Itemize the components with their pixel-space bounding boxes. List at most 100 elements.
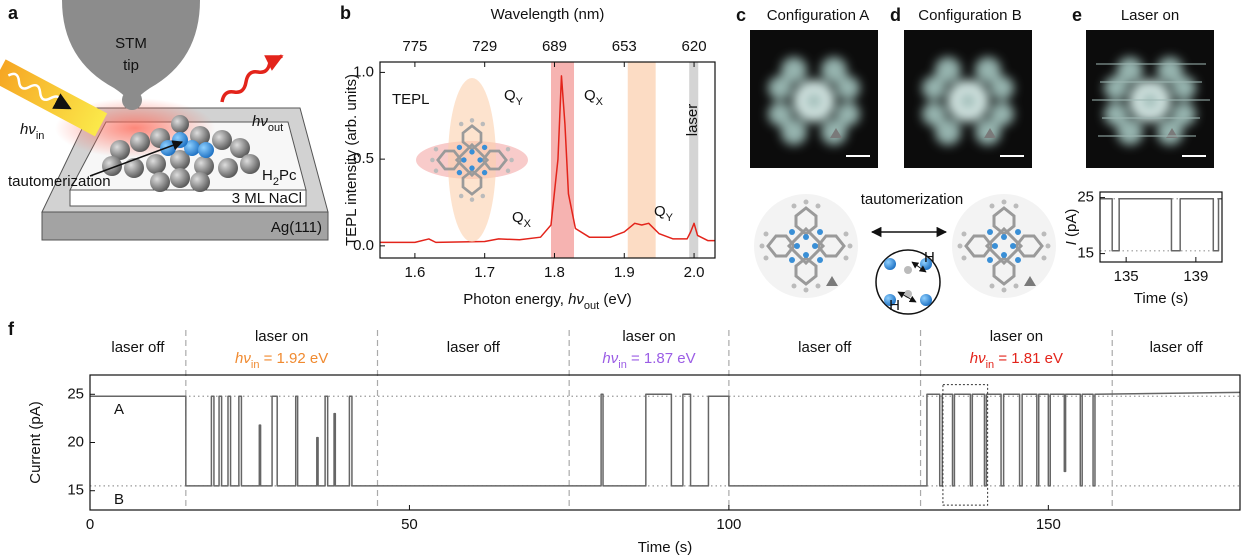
segment-label: laser on (622, 328, 675, 345)
excitation-label: hνin = 1.81 eV (970, 350, 1063, 371)
state-label: B (114, 491, 124, 508)
atom-label: H (924, 249, 935, 266)
text-part: hν (602, 350, 618, 367)
stm-image (904, 30, 1032, 168)
spectrum-panel: 1.6 1.7 1.8 1.9 2.0 0.0 0.5 1.0 775 729 689 653 620 (353, 38, 716, 281)
data-line (1100, 197, 1222, 252)
y-tick-label: 1.0 (353, 63, 374, 80)
data-line (90, 391, 1241, 487)
text-part: (pA) (1063, 209, 1080, 242)
stm-apex (122, 90, 142, 110)
spectrum-annotations: TEPL QY QX QX QY laser (392, 78, 701, 242)
text-part: in (251, 359, 260, 371)
panel-label: e (1072, 5, 1082, 25)
text-part: Pc (279, 167, 297, 184)
text-part: X (524, 218, 532, 230)
band (550, 62, 575, 258)
segment-label: laser on (990, 328, 1043, 345)
x-tick-label: 0 (86, 516, 94, 533)
text-part: X (596, 96, 604, 108)
x-tick-label: 1.8 (544, 264, 565, 281)
molecule-halo (952, 194, 1056, 298)
text-part: Y (666, 212, 674, 224)
excitation-label: hνin = 1.87 eV (602, 350, 695, 371)
y-tick-label: 15 (67, 482, 84, 499)
molecule-model (102, 115, 260, 192)
text-part: (eV) (599, 291, 632, 308)
schematic: STM tip hνin hνout tautomerization H2Pc … (0, 0, 329, 241)
y-tick-label: 25 (67, 385, 84, 402)
panel-label: c (736, 5, 746, 25)
text-part: Photon energy, (463, 291, 568, 308)
state-label: A (114, 401, 124, 418)
plot-frame (379, 61, 716, 259)
text-part: Q (512, 209, 524, 226)
excitation-label: hνin = 1.92 eV (235, 350, 328, 371)
marker-triangle (1024, 276, 1036, 286)
tip-label: STM (115, 35, 147, 52)
x-tick-label: 135 (1114, 268, 1139, 285)
zoom-box (942, 384, 989, 506)
tautomer-scheme: tautomerization H H (754, 191, 1056, 315)
molecule-label: H2Pc (262, 167, 297, 188)
y-tick-label: 0.0 (353, 237, 374, 254)
emission-arrow (220, 54, 284, 103)
segment-label: laser on (255, 328, 308, 345)
text-part: hν (568, 291, 584, 308)
y-axis-label: Current (pA) (27, 401, 44, 484)
band (689, 62, 699, 258)
annotation: QY (504, 87, 524, 108)
x-tick-label: 1.6 (404, 264, 425, 281)
band (627, 62, 656, 258)
x-axis-label: Time (s) (1134, 290, 1188, 307)
stm-image (750, 30, 878, 168)
text-part: hν (235, 350, 251, 367)
x-tick-label: 1.7 (474, 264, 495, 281)
label: Photon energy, hνout (eV) (463, 291, 631, 312)
pointer-arrow (89, 140, 183, 177)
text-part: in (36, 130, 45, 142)
plot-frame (1099, 191, 1223, 263)
x2-axis-label: Wavelength (nm) (491, 6, 605, 23)
x2-tick-label: 689 (542, 38, 567, 55)
text-part: 2 (273, 176, 279, 188)
substrate-label: Ag(111) (271, 219, 322, 236)
text-part: = 1.81 eV (994, 350, 1063, 367)
annotation: QX (512, 209, 532, 230)
nacl-front (69, 189, 307, 207)
text-part: Q (504, 87, 516, 104)
x2-tick-label: 775 (402, 38, 427, 55)
x2-tick-label: 653 (612, 38, 637, 55)
x2-tick-label: 729 (472, 38, 497, 55)
excitation-label: hνin (20, 121, 44, 142)
text-part: in (618, 359, 627, 371)
text-part: out (584, 300, 599, 312)
text-part: Q (584, 87, 596, 104)
layer-label: 3 ML NaCl (232, 190, 302, 207)
image-title: Configuration A (767, 7, 870, 24)
annotation: laser (684, 104, 701, 137)
y-tick-label: 25 (1077, 189, 1094, 206)
data-line (380, 75, 715, 244)
x-tick-label: 139 (1183, 268, 1208, 285)
segment-label: laser off (1150, 339, 1204, 356)
atom-label: H (889, 297, 900, 314)
segment-label: laser off (798, 339, 852, 356)
image-title: Laser on (1121, 7, 1179, 24)
text-part: hν (970, 350, 986, 367)
annotation: QX (584, 87, 604, 108)
marker-triangle (826, 276, 838, 286)
tautomerization-label: tautomerization (8, 173, 111, 190)
x-axis-label: Time (s) (638, 539, 692, 556)
laser-beam (0, 59, 108, 137)
tip-label: tip (123, 57, 139, 74)
qy-dipole (448, 78, 496, 242)
text-part: = 1.87 eV (627, 350, 696, 367)
inset-atoms (884, 258, 932, 306)
plot-frame (89, 374, 1241, 511)
x-tick-label: 2.0 (684, 264, 705, 281)
y-axis-label: TEPL intensity (arb. units) (343, 74, 360, 246)
text-part: = 1.92 eV (259, 350, 328, 367)
text-part: out (268, 122, 283, 134)
